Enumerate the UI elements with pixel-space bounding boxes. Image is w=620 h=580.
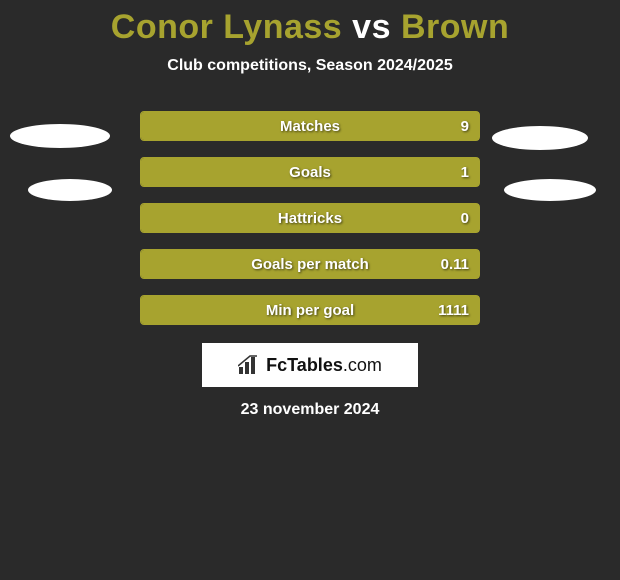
right-player-marker <box>492 126 588 150</box>
stat-row: Goals1 <box>140 157 480 187</box>
right-player-marker <box>504 179 596 201</box>
stat-value: 1 <box>461 158 469 186</box>
bar-chart-icon <box>238 355 260 375</box>
logo-text: FcTables.com <box>266 355 382 376</box>
stat-label: Min per goal <box>141 296 479 324</box>
logo-brand: FcTables <box>266 355 343 375</box>
title-player1: Conor Lynass <box>111 8 342 46</box>
page-title: Conor Lynass vs Brown <box>0 0 620 47</box>
stat-row: Goals per match0.11 <box>140 249 480 279</box>
stat-row: Hattricks0 <box>140 203 480 233</box>
title-vs: vs <box>352 8 391 46</box>
stat-value: 9 <box>461 112 469 140</box>
stat-value: 1111 <box>438 296 469 324</box>
stat-value: 0 <box>461 204 469 232</box>
logo-domain: .com <box>343 355 382 375</box>
left-player-marker <box>28 179 112 201</box>
stat-row: Min per goal1111 <box>140 295 480 325</box>
stat-label: Goals per match <box>141 250 479 278</box>
subtitle: Club competitions, Season 2024/2025 <box>0 57 620 75</box>
logo-box: FcTables.com <box>202 343 418 387</box>
left-player-marker <box>10 124 110 148</box>
stat-label: Matches <box>141 112 479 140</box>
stat-value: 0.11 <box>441 250 469 278</box>
stat-row: Matches9 <box>140 111 480 141</box>
stat-label: Goals <box>141 158 479 186</box>
date-text: 23 november 2024 <box>0 401 620 419</box>
stat-label: Hattricks <box>141 204 479 232</box>
title-player2: Brown <box>401 8 509 46</box>
